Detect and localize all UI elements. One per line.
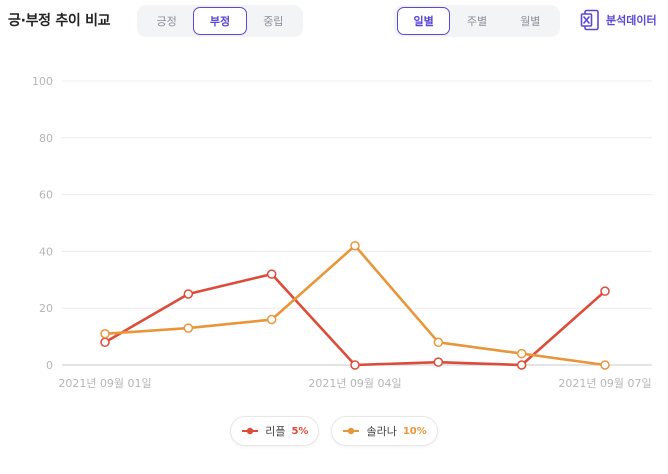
legend-percent: 10% <box>402 425 427 437</box>
series-1-point <box>350 360 360 370</box>
legend-line-marker-icon <box>242 427 259 435</box>
y-tick-label: 60 <box>39 189 53 202</box>
series-2-point <box>433 337 444 348</box>
y-tick-label: 20 <box>39 302 53 315</box>
tab-daily[interactable]: 일별 <box>397 7 451 35</box>
legend-item-series-2[interactable]: 솔라나 10% <box>331 416 438 446</box>
series-2-point <box>183 323 194 333</box>
series-line-1 <box>103 272 607 367</box>
legend-line-marker-icon <box>343 427 360 435</box>
chart-legend: 리플 5% 솔라나 10% <box>0 416 668 446</box>
x-tick-label: 2021년 09월 04일 <box>308 376 401 390</box>
y-tick-label: 100 <box>32 75 53 88</box>
series-2-point <box>100 329 110 339</box>
series-2-point <box>350 240 360 251</box>
series-2-point <box>516 348 527 359</box>
series-1-point <box>183 289 194 299</box>
series-1-point <box>600 286 610 296</box>
legend-label: 솔라나 <box>366 425 397 438</box>
page-title: 긍·부정 추이 비교 <box>8 13 111 29</box>
sentiment-toggle: 긍정 부정 중립 <box>137 5 303 37</box>
tab-positive[interactable]: 긍정 <box>156 15 177 28</box>
series-1-point <box>266 269 277 279</box>
legend-label: 리플 <box>265 425 286 438</box>
tab-weekly[interactable]: 주별 <box>466 15 488 28</box>
tab-neutral[interactable]: 중립 <box>263 15 284 28</box>
legend-item-series-1[interactable]: 리플 5% <box>230 416 320 446</box>
y-tick-label: 0 <box>46 359 53 372</box>
y-tick-label: 40 <box>39 245 53 258</box>
export-label: 분석데이터 <box>606 14 657 27</box>
series-1-point <box>100 337 110 348</box>
excel-export-icon <box>580 9 599 31</box>
trend-line-chart: 0 20 40 60 80 100 2021년 09월 01일 2021년 09월 04일 20… <box>32 75 652 390</box>
period-toggle: 일별 주별 월별 <box>394 5 560 37</box>
x-tick-label: 2021년 09월 07일 <box>558 376 651 390</box>
series-2-point <box>600 360 610 370</box>
y-tick-label: 80 <box>39 132 53 145</box>
export-data-button[interactable]: 분석데이터 <box>580 9 657 31</box>
series-line-2 <box>103 244 607 367</box>
legend-percent: 5% <box>291 425 309 437</box>
series-2-point <box>266 314 277 325</box>
series-1-point <box>516 360 527 370</box>
series-1-point <box>433 357 444 367</box>
tab-monthly[interactable]: 월별 <box>520 15 541 28</box>
x-tick-label: 2021년 09월 01일 <box>58 376 151 390</box>
tab-negative[interactable]: 부정 <box>193 7 247 35</box>
